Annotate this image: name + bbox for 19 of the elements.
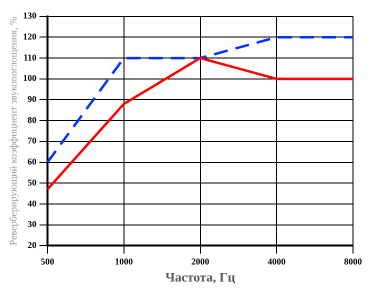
y-tick-label: 20 <box>28 240 37 250</box>
x-tick-label: 8000 <box>344 256 362 266</box>
x-tick-label: 2000 <box>191 256 210 266</box>
y-tick-label: 120 <box>23 32 37 42</box>
y-axis-title: Реверберирующий коэффициент звукопоглощения, % <box>8 16 20 246</box>
y-tick-label: 60 <box>28 156 37 167</box>
y-tick-label: 50 <box>28 177 37 188</box>
x-tick-label: 500 <box>40 256 55 266</box>
y-tick-label: 100 <box>23 73 37 84</box>
y-tick-label: 80 <box>28 114 37 125</box>
y-tick-label: 70 <box>28 136 37 146</box>
y-tick-label: 90 <box>28 94 37 104</box>
x-tick-label: 1000 <box>114 256 134 266</box>
y-tick-label: 30 <box>28 219 37 230</box>
y-tick-label: 40 <box>28 198 37 208</box>
y-tick-label: 130 <box>23 10 37 21</box>
y-tick-label: 110 <box>23 52 37 62</box>
x-axis-title: Частота, Гц <box>165 270 236 285</box>
x-tick-label: 4000 <box>268 256 286 266</box>
